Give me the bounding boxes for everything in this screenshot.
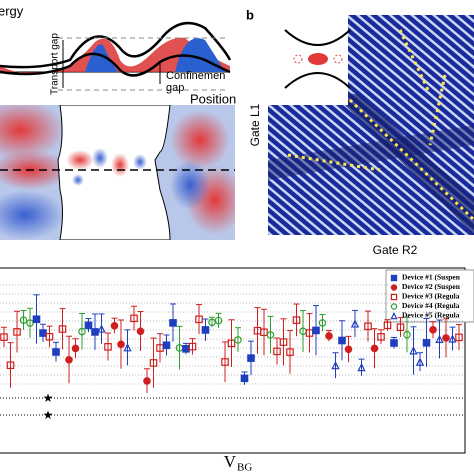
marker	[325, 332, 333, 340]
x-axis-label-sub: BG	[237, 462, 252, 474]
panel-letter: b	[246, 7, 254, 22]
y-axis-label: Gate L1	[248, 103, 262, 146]
energy-label: ergy	[0, 3, 24, 18]
marker	[442, 334, 450, 342]
marker	[84, 321, 93, 330]
fill-red	[0, 37, 230, 75]
legend-label: Device #1 (Suspen	[402, 273, 461, 282]
marker	[0, 333, 8, 341]
marker	[260, 328, 268, 337]
transport-gap: Transport gap	[50, 33, 61, 95]
band-top	[0, 21, 232, 69]
marker	[110, 321, 119, 330]
marker	[331, 360, 340, 370]
marker	[221, 358, 229, 366]
marker	[169, 319, 177, 327]
potential-map	[0, 105, 235, 240]
marker	[91, 328, 99, 336]
marker	[390, 339, 398, 347]
marker	[19, 316, 28, 324]
marker	[201, 326, 210, 334]
marker	[455, 333, 463, 342]
marker	[240, 374, 249, 383]
star: ★	[43, 391, 54, 405]
marker	[247, 354, 255, 362]
marker	[188, 342, 197, 351]
marker	[78, 327, 86, 336]
band-bottom	[0, 52, 231, 77]
marker	[97, 324, 106, 333]
legend-box	[385, 269, 474, 323]
marker	[370, 344, 379, 353]
marker	[143, 377, 151, 385]
marker	[13, 328, 21, 336]
marker	[286, 348, 294, 356]
marker	[312, 326, 320, 335]
marker	[318, 319, 327, 327]
marker	[71, 344, 80, 353]
marker	[344, 345, 353, 354]
marker	[214, 316, 223, 325]
marker	[162, 341, 171, 350]
marker	[227, 339, 236, 348]
marker	[45, 332, 54, 341]
legend-label: Device #3 (Regula	[402, 292, 460, 301]
marker	[279, 338, 288, 346]
marker	[104, 343, 112, 351]
marker	[182, 345, 190, 353]
legend-label: Device #2 (Suspen	[402, 282, 461, 291]
marker	[390, 284, 398, 291]
marker	[52, 348, 60, 356]
marker	[364, 322, 372, 331]
marker	[409, 346, 418, 355]
marker	[6, 361, 15, 370]
marker	[273, 347, 281, 356]
marker	[123, 343, 132, 352]
marker	[422, 339, 431, 347]
marker	[338, 336, 346, 345]
marker	[390, 312, 398, 320]
marker	[39, 329, 47, 337]
marker	[396, 323, 405, 332]
marker	[130, 314, 138, 323]
frame	[0, 267, 466, 454]
x-axis-label: Gate R2	[373, 243, 418, 257]
legend-label: Device #5 (Regula	[402, 311, 460, 320]
marker	[58, 325, 67, 333]
marker	[383, 321, 392, 330]
marker	[149, 359, 158, 367]
energy-diagram: ergy Transport gap Confinemen gap Positi…	[0, 3, 236, 106]
marker	[390, 303, 398, 310]
inset	[268, 15, 348, 105]
marker	[117, 340, 125, 349]
legend-label: Device #4 (Regula	[402, 301, 460, 310]
marker	[234, 336, 242, 344]
marker	[32, 315, 41, 324]
marker	[403, 330, 411, 339]
marker	[65, 355, 73, 364]
marker	[390, 293, 398, 301]
marker	[435, 334, 444, 343]
confinement-gap: gap	[166, 82, 184, 94]
marker	[377, 333, 385, 341]
marker	[195, 315, 203, 324]
marker	[415, 357, 425, 366]
position-label: Position	[190, 91, 236, 106]
marker	[390, 274, 398, 282]
fill-blue	[85, 38, 225, 72]
marker	[448, 334, 457, 343]
marker	[136, 327, 145, 336]
marker	[350, 319, 360, 328]
marker	[292, 316, 301, 324]
marker	[429, 326, 437, 334]
x-axis-label: V	[224, 452, 237, 471]
panel-b: b Gate L1 Gate R2	[246, 7, 474, 257]
marker	[357, 362, 366, 372]
marker	[266, 331, 275, 339]
star: ★	[43, 408, 54, 422]
confinement-gap: Confinemen	[166, 70, 225, 82]
